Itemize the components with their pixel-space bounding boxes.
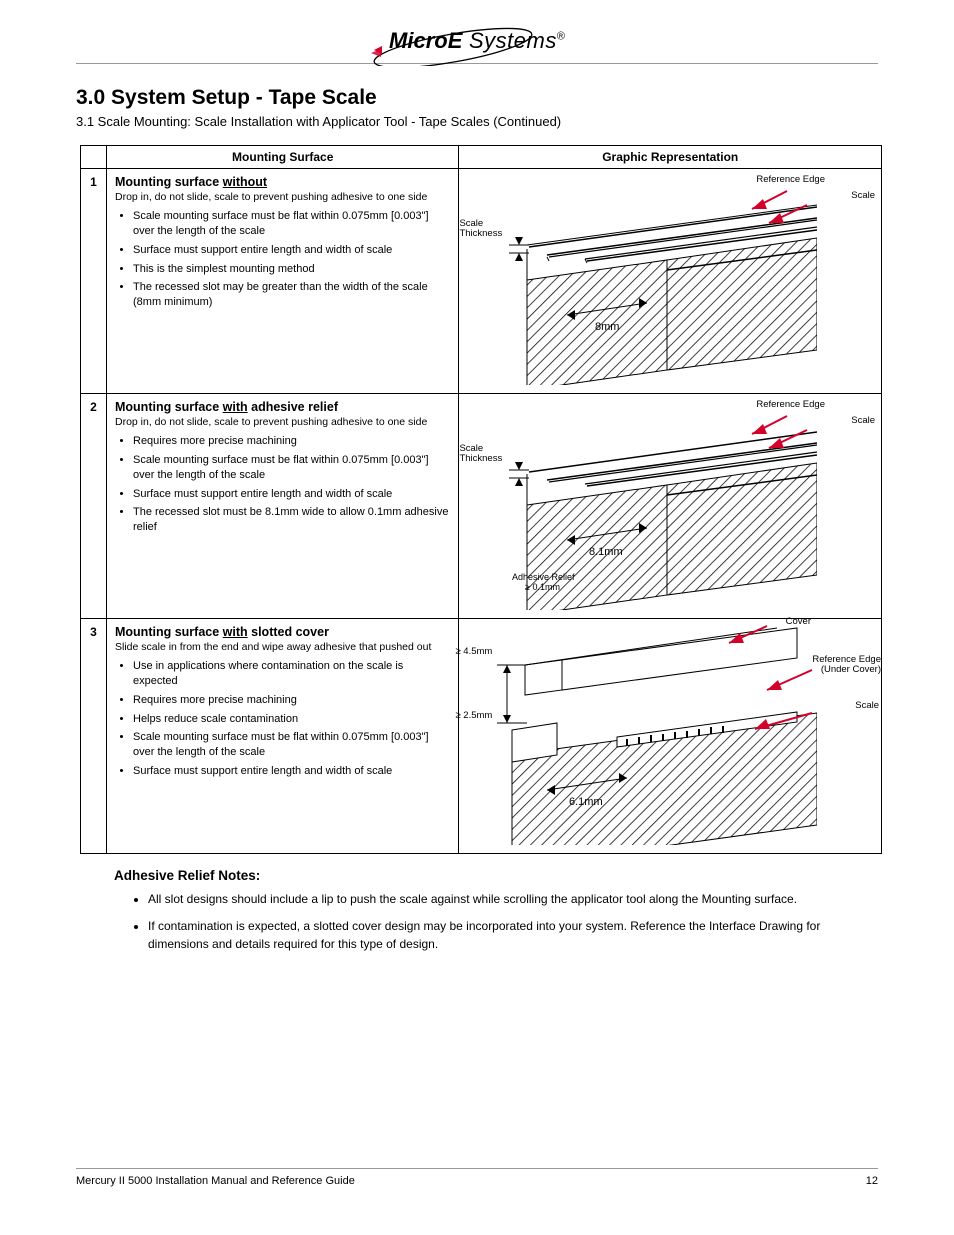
relief-notes-list: All slot designs should include a lip to… (148, 891, 878, 953)
logo-bold-text: MicroE (389, 28, 462, 53)
page-header: MicroE Systems® (76, 30, 878, 53)
row-desc: Mounting surface without Drop in, do not… (107, 169, 459, 394)
fig1-label-scale: Scale (851, 191, 875, 201)
table-header-surface: Mounting Surface (107, 146, 459, 169)
table-header-graphic: Graphic Representation (459, 146, 882, 169)
row2-bullets: Requires more precise machining Scale mo… (133, 434, 450, 535)
section-subtitle: 3.1 Scale Mounting: Scale Installation w… (76, 114, 878, 129)
fig2-label-thickness: Scale Thickness (459, 444, 502, 465)
registered-mark: ® (557, 31, 565, 43)
row1-bullets: Scale mounting surface must be flat with… (133, 209, 450, 310)
fig3-diagram: 6.1mm (467, 625, 817, 845)
row3-figure-cell: 6.1mm Cover Reference Edge (Under Cover)… (459, 619, 882, 854)
fig3-label-h1: ≥ 4.5mm (455, 647, 492, 657)
table-header-blank (81, 146, 107, 169)
header-divider (76, 63, 878, 64)
svg-text:6.1mm: 6.1mm (569, 796, 603, 808)
row3-bullets: Use in applications where contamination … (133, 659, 450, 779)
fig2-label-refedge: Reference Edge (756, 400, 825, 410)
row-number: 1 (81, 169, 107, 394)
document-page: MicroE Systems® 3.0 System Setup - Tape … (0, 0, 954, 1235)
row2-figure-cell: 8.1mm Adhesive Relief ≥ 0.1mm (459, 394, 882, 619)
fig3-label-h2: ≥ 2.5mm (455, 711, 492, 721)
fig1-label-refedge: Reference Edge (756, 175, 825, 185)
footer-page-number: 12 (866, 1175, 878, 1187)
fig2-label-scale: Scale (851, 416, 875, 426)
row-number: 3 (81, 619, 107, 854)
row-desc: Mounting surface with slotted cover Slid… (107, 619, 459, 854)
svg-text:8mm: 8mm (595, 321, 619, 333)
svg-text:≥ 0.1mm: ≥ 0.1mm (525, 582, 560, 592)
footer-doc-title: Mercury II 5000 Installation Manual and … (76, 1175, 355, 1187)
table-row: 2 Mounting surface with adhesive relief … (81, 394, 882, 619)
fig3-label-ref: Reference Edge (Under Cover) (812, 655, 881, 676)
footer-divider (76, 1168, 878, 1169)
table-row: 3 Mounting surface with slotted cover Sl… (81, 619, 882, 854)
page-footer: Mercury II 5000 Installation Manual and … (76, 1160, 878, 1187)
fig1-diagram: 8mm (467, 175, 817, 385)
row-desc: Mounting surface with adhesive relief Dr… (107, 394, 459, 619)
relief-notes-title: Adhesive Relief Notes: (114, 868, 878, 883)
row-number: 2 (81, 394, 107, 619)
mounting-table: Mounting Surface Graphic Representation … (80, 145, 882, 854)
fig1-label-thickness: Scale Thickness (459, 219, 502, 240)
brand-logo: MicroE Systems® (389, 30, 565, 52)
section-title: 3.0 System Setup - Tape Scale (76, 86, 878, 110)
logo-thin-text: Systems (462, 28, 556, 53)
list-item: All slot designs should include a lip to… (148, 891, 878, 908)
fig2-diagram: 8.1mm Adhesive Relief ≥ 0.1mm (467, 400, 817, 610)
fig3-label-scale: Scale (855, 701, 879, 711)
row1-figure-cell: 8mm Reference Edge Scale Scal (459, 169, 882, 394)
fig3-label-cover: Cover (786, 617, 811, 627)
list-item: If contamination is expected, a slotted … (148, 918, 878, 953)
table-row: 1 Mounting surface without Drop in, do n… (81, 169, 882, 394)
svg-text:8.1mm: 8.1mm (589, 546, 623, 558)
fig2-relief-label: Adhesive Relief (512, 572, 575, 582)
